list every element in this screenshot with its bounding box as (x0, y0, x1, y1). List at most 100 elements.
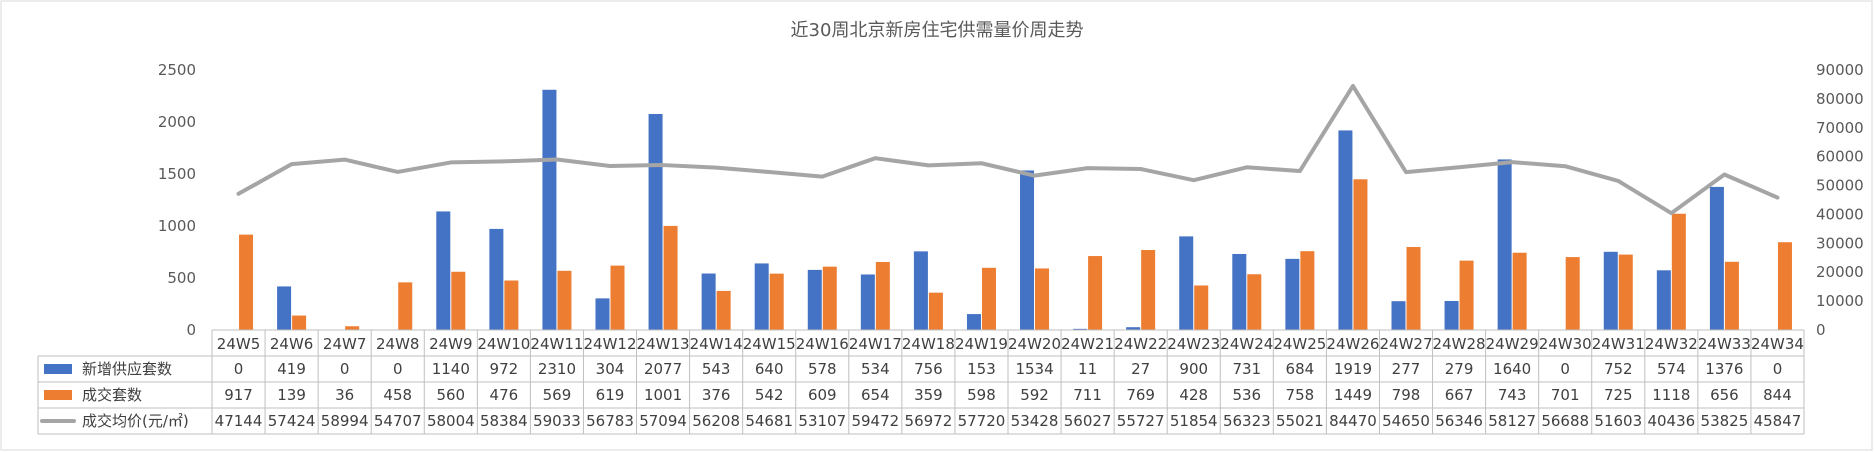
category-label: 24W29 (1486, 335, 1539, 353)
table-cell: 578 (808, 360, 837, 378)
table-cell: 743 (1498, 386, 1527, 404)
category-label: 24W20 (1008, 335, 1061, 353)
table-cell: 57720 (958, 412, 1006, 430)
bar-sales (1300, 251, 1315, 330)
bar-sales (1671, 213, 1686, 330)
table-cell: 58004 (427, 412, 475, 430)
table-cell: 684 (1286, 360, 1315, 378)
table-cell: 574 (1657, 360, 1686, 378)
table-cell: 56027 (1064, 412, 1112, 430)
left-tick-label: 0 (186, 321, 196, 339)
category-label: 24W32 (1645, 335, 1698, 353)
bar-sales (451, 271, 466, 330)
table-cell: 0 (340, 360, 350, 378)
table-cell: 53825 (1701, 412, 1749, 430)
right-tick-label: 30000 (1816, 234, 1864, 252)
table-cell: 560 (436, 386, 465, 404)
bar-supply (1656, 270, 1671, 330)
bar-supply (489, 228, 504, 330)
right-tick-label: 0 (1816, 321, 1826, 339)
table-cell: 54650 (1382, 412, 1430, 430)
bar-supply (913, 251, 928, 330)
category-label: 24W5 (217, 335, 260, 353)
table-cell: 304 (596, 360, 625, 378)
bar-sales (1353, 179, 1368, 330)
table-cell: 592 (1020, 386, 1049, 404)
table-cell: 51603 (1594, 412, 1642, 430)
bar-supply (277, 286, 292, 330)
table-cell: 0 (234, 360, 244, 378)
category-label: 24W10 (477, 335, 530, 353)
table-cell: 57424 (268, 412, 316, 430)
bar-sales (981, 267, 996, 330)
table-cell: 844 (1763, 386, 1792, 404)
line-layer (236, 83, 1780, 216)
bar-supply (436, 211, 451, 330)
table-cell: 476 (490, 386, 519, 404)
bar-supply (1338, 130, 1353, 330)
right-axis: 0 10000 20000 30000 40000 50000 60000 70000 8000… (1816, 61, 1864, 339)
data-table: 24W5 24W6 24W7 24W8 24W9 24W10 24W11 24W12 24W13… (37, 329, 1805, 435)
left-tick-label: 500 (167, 269, 196, 287)
table-cell: 1640 (1493, 360, 1531, 378)
table-cell: 731 (1232, 360, 1261, 378)
table-cell: 57094 (639, 412, 687, 430)
bar-sales (1035, 268, 1050, 330)
table-cell: 428 (1179, 386, 1208, 404)
category-label: 24W16 (796, 335, 849, 353)
table-cell: 569 (543, 386, 572, 404)
chart-title: 近30周北京新房住宅供需量价周走势 (791, 20, 1084, 41)
legend-key (44, 364, 72, 374)
category-label: 24W25 (1273, 335, 1326, 353)
bar-sales (1459, 260, 1474, 330)
bar-sales (1406, 247, 1421, 330)
bar-sales (1512, 252, 1527, 330)
bar-supply (1073, 328, 1088, 330)
right-tick-label: 10000 (1816, 292, 1864, 310)
table-cell: 619 (596, 386, 625, 404)
bar-layer (239, 89, 1792, 330)
table-cell: 55021 (1276, 412, 1324, 430)
bar-supply (1020, 170, 1035, 330)
table-cell: 667 (1445, 386, 1474, 404)
table-cell: 917 (224, 386, 253, 404)
table-cell: 359 (914, 386, 943, 404)
table-cell: 725 (1604, 386, 1633, 404)
table-cell: 769 (1126, 386, 1155, 404)
category-label: 24W33 (1698, 335, 1751, 353)
table-cell: 1140 (432, 360, 470, 378)
table-cell: 54707 (374, 412, 422, 430)
table-cell: 51854 (1170, 412, 1218, 430)
table-cell: 654 (861, 386, 890, 404)
table-cell: 36 (335, 386, 354, 404)
table-cell: 701 (1551, 386, 1580, 404)
category-label: 24W19 (955, 335, 1008, 353)
table-cell: 2077 (644, 360, 682, 378)
bar-sales (1088, 256, 1103, 330)
bar-sales (1618, 254, 1633, 330)
table-cell: 11 (1078, 360, 1097, 378)
table-cell: 59033 (533, 412, 581, 430)
category-label: 24W26 (1326, 335, 1379, 353)
table-cell: 900 (1179, 360, 1208, 378)
table-cell: 40436 (1647, 412, 1695, 430)
table-cell: 277 (1392, 360, 1421, 378)
category-label: 24W27 (1379, 335, 1432, 353)
bar-supply (754, 263, 769, 330)
table-cell: 1001 (644, 386, 682, 404)
right-tick-label: 80000 (1816, 90, 1864, 108)
table-cell: 58994 (321, 412, 369, 430)
table-cell: 2310 (538, 360, 576, 378)
table-cell: 458 (383, 386, 412, 404)
bar-sales (398, 282, 413, 330)
bar-sales (504, 280, 519, 330)
right-tick-label: 70000 (1816, 119, 1864, 137)
category-label: 24W14 (690, 335, 743, 353)
bar-sales (557, 270, 572, 330)
bar-supply (1126, 327, 1141, 330)
legend-label: 新增供应套数 (82, 360, 172, 378)
table-cell: 1118 (1652, 386, 1690, 404)
table-cell: 376 (702, 386, 731, 404)
legend-label: 成交均价(元/㎡) (82, 412, 189, 430)
